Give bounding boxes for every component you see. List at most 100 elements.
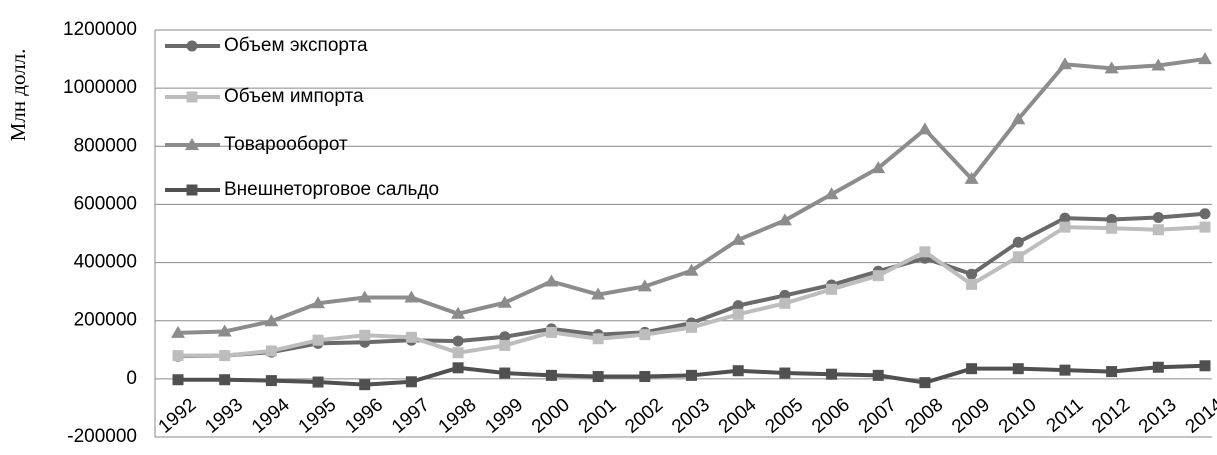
data-point — [732, 300, 744, 312]
x-tick-label: 2010 — [995, 394, 1041, 437]
x-tick-label: 2003 — [668, 394, 714, 437]
data-point — [405, 376, 417, 388]
x-tick-label: 1993 — [201, 394, 247, 437]
y-tick-label: 1000000 — [63, 77, 137, 98]
data-point — [265, 345, 277, 357]
data-point — [312, 376, 324, 388]
legend-marker — [186, 184, 198, 196]
data-point — [1152, 224, 1164, 236]
x-tick-label: 2000 — [528, 394, 574, 437]
x-tick-label: 2007 — [855, 394, 901, 437]
x-tick-label: 2002 — [621, 394, 667, 437]
legend-marker — [186, 40, 198, 52]
x-tick-label: 1995 — [295, 394, 341, 437]
data-point — [1012, 251, 1024, 263]
data-point — [499, 367, 511, 379]
data-point — [405, 331, 417, 343]
data-point — [312, 334, 324, 346]
data-point — [917, 122, 932, 135]
data-point — [872, 369, 884, 381]
data-point — [1152, 212, 1164, 224]
data-point — [826, 368, 838, 380]
data-point — [592, 333, 604, 345]
data-point — [686, 369, 697, 381]
data-point — [219, 350, 231, 362]
data-point — [499, 331, 511, 343]
data-point — [219, 374, 231, 386]
data-point — [357, 290, 372, 303]
data-point — [264, 314, 279, 327]
data-point — [172, 374, 184, 386]
data-point — [1198, 52, 1212, 65]
data-point — [1199, 360, 1211, 372]
data-point — [591, 287, 606, 300]
data-point — [1199, 221, 1211, 233]
data-point — [639, 371, 651, 383]
data-point — [497, 295, 512, 308]
y-tick-label: -200000 — [67, 426, 137, 447]
x-tick-label: 2014 — [1182, 394, 1217, 438]
x-tick-label: 1997 — [388, 394, 434, 437]
data-point — [637, 279, 652, 292]
data-point — [684, 263, 699, 276]
data-point — [779, 367, 791, 379]
x-tick-label: 1998 — [435, 394, 481, 437]
data-point — [359, 379, 371, 391]
data-point — [311, 296, 326, 309]
data-point — [1106, 214, 1118, 226]
data-point — [731, 232, 746, 245]
data-point — [217, 324, 232, 337]
data-point — [1152, 361, 1164, 373]
x-tick-label: 2005 — [761, 394, 807, 437]
data-point — [639, 329, 651, 341]
y-tick-label: 1200000 — [63, 19, 137, 40]
data-point — [1151, 58, 1166, 71]
data-point — [1012, 236, 1024, 248]
data-point — [545, 326, 557, 338]
x-tick-label: 2008 — [901, 394, 947, 437]
legend-marker — [185, 138, 199, 150]
x-tick-label: 1999 — [481, 394, 527, 437]
data-point — [872, 270, 884, 282]
data-point — [1059, 364, 1071, 376]
data-point — [452, 362, 464, 374]
data-point — [732, 308, 744, 320]
data-point — [452, 347, 464, 359]
x-tick-label: 2013 — [1135, 394, 1181, 437]
legend-marker — [186, 91, 198, 103]
legend-label: Внешнеторговое сальдо — [224, 179, 439, 200]
x-tick-label: 2011 — [1043, 394, 1088, 436]
legend-label: Объем экспорта — [224, 35, 368, 56]
x-tick-label: 2012 — [1088, 394, 1134, 437]
data-point — [966, 278, 978, 290]
data-point — [919, 377, 931, 389]
data-point — [172, 350, 184, 362]
data-point — [1059, 221, 1071, 233]
data-point — [1057, 57, 1072, 70]
data-point — [964, 171, 979, 184]
data-point — [777, 213, 792, 226]
data-point — [966, 268, 978, 280]
x-tick-label: 2009 — [948, 394, 994, 437]
data-point — [592, 371, 604, 383]
data-point — [871, 161, 886, 174]
y-tick-label: 400000 — [74, 252, 137, 273]
data-point — [359, 329, 371, 341]
data-point — [824, 187, 839, 200]
data-point — [452, 335, 464, 347]
y-axis-label: Млн долл. — [6, 49, 30, 142]
data-point — [544, 274, 559, 287]
y-tick-label: 0 — [126, 368, 137, 389]
x-tick-label: 1992 — [155, 394, 201, 437]
x-tick-label: 2006 — [808, 394, 854, 437]
data-point — [1106, 366, 1118, 378]
data-point — [919, 246, 931, 258]
data-point — [1104, 61, 1119, 74]
data-point — [499, 339, 511, 351]
data-point — [545, 369, 557, 381]
x-tick-label: 2004 — [715, 394, 761, 438]
data-point — [451, 306, 466, 319]
data-point — [1011, 112, 1026, 125]
data-point — [826, 283, 838, 295]
